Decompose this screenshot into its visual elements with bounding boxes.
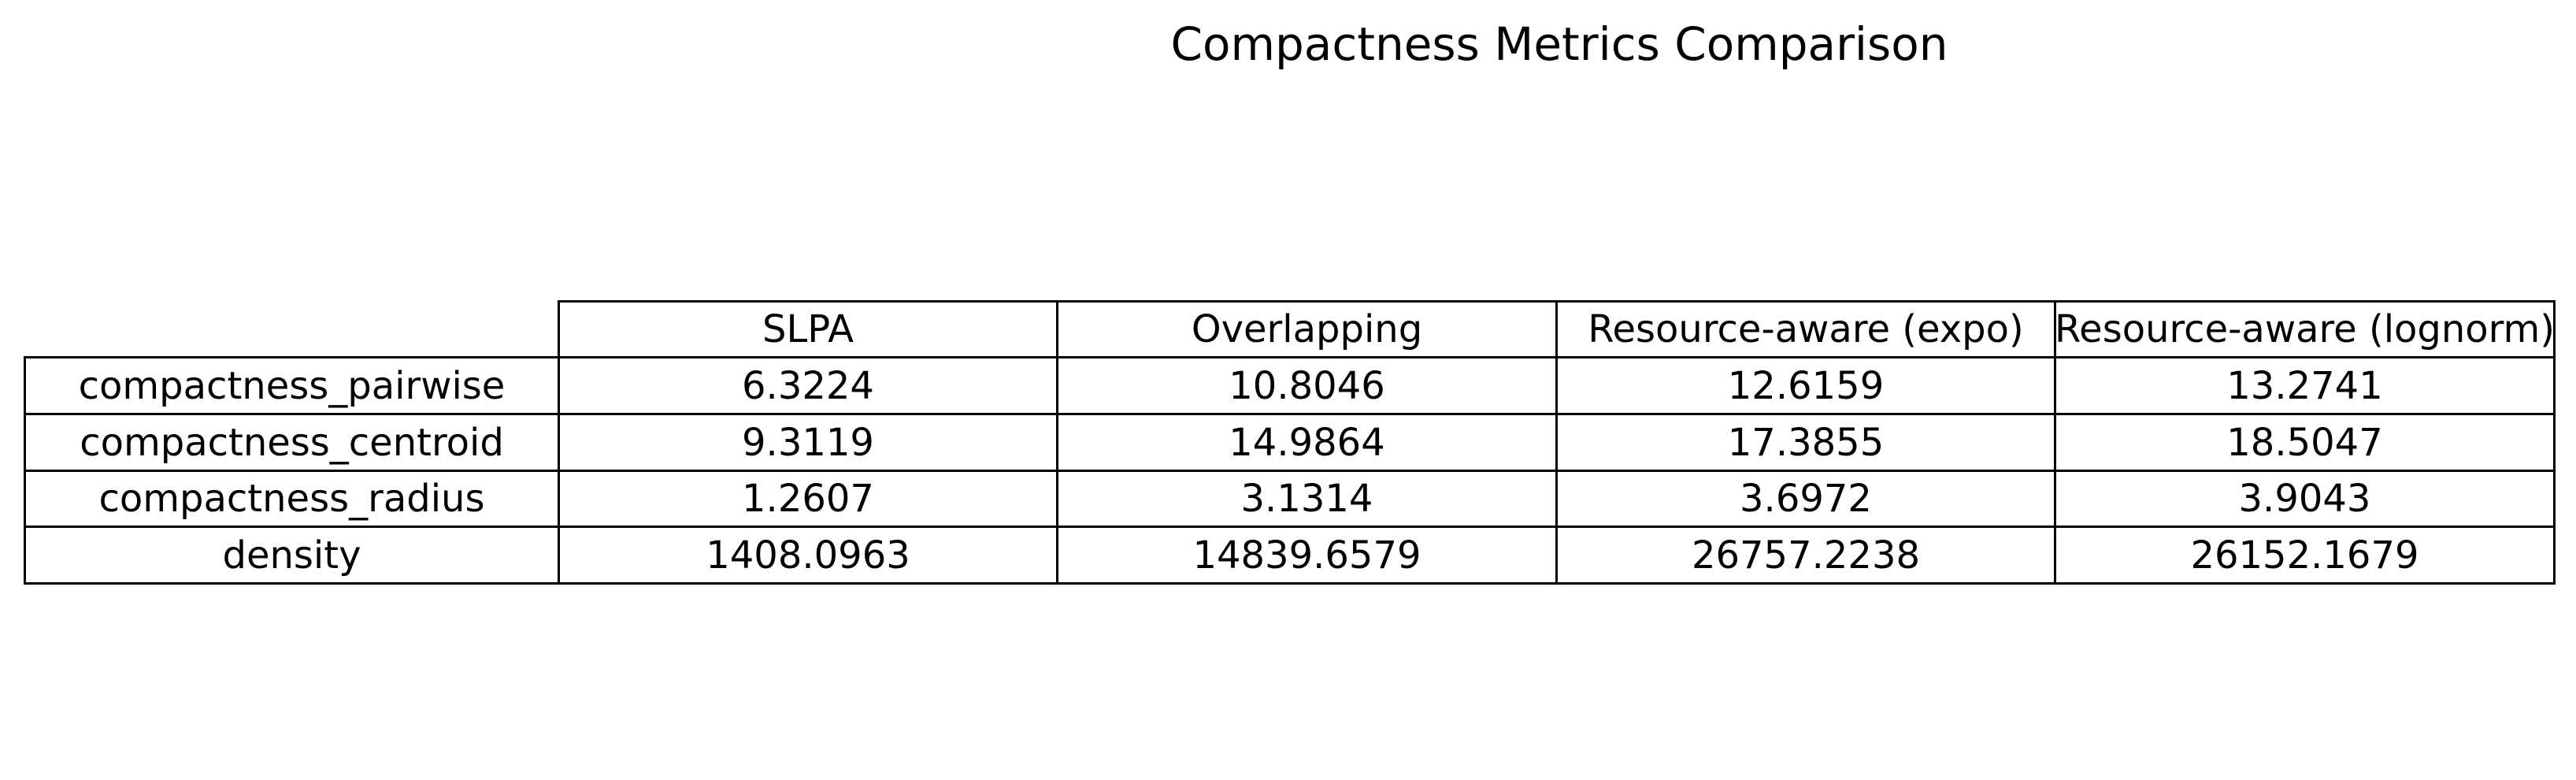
table-cell: 26757.2238 bbox=[1555, 526, 2056, 585]
column-header: Resource-aware (expo) bbox=[1555, 300, 2056, 358]
table-cell: 1.2607 bbox=[558, 470, 1058, 528]
table-cell: 1408.0963 bbox=[558, 526, 1058, 585]
table-cell: 6.3224 bbox=[558, 356, 1058, 415]
row-header: compactness_centroid bbox=[24, 413, 560, 472]
column-header: SLPA bbox=[558, 300, 1058, 358]
column-header: Resource-aware (lognorm) bbox=[2054, 300, 2556, 358]
table-cell: 3.6972 bbox=[1555, 470, 2056, 528]
chart-title: Compactness Metrics Comparison bbox=[1170, 17, 1948, 71]
table-cell: 14.9864 bbox=[1056, 413, 1558, 472]
table-cell: 10.8046 bbox=[1056, 356, 1558, 415]
table-cell: 13.2741 bbox=[2054, 356, 2556, 415]
row-header: density bbox=[24, 526, 560, 585]
table-cell: 14839.6579 bbox=[1056, 526, 1558, 585]
table-cell: 17.3855 bbox=[1555, 413, 2056, 472]
column-header: Overlapping bbox=[1056, 300, 1558, 358]
table-corner bbox=[24, 300, 560, 358]
table-cell: 26152.1679 bbox=[2054, 526, 2556, 585]
row-header: compactness_pairwise bbox=[24, 356, 560, 415]
table-cell: 9.3119 bbox=[558, 413, 1058, 472]
table-cell: 3.1314 bbox=[1056, 470, 1558, 528]
table-cell: 3.9043 bbox=[2054, 470, 2556, 528]
table-cell: 12.6159 bbox=[1555, 356, 2056, 415]
row-header: compactness_radius bbox=[24, 470, 560, 528]
table-cell: 18.5047 bbox=[2054, 413, 2556, 472]
